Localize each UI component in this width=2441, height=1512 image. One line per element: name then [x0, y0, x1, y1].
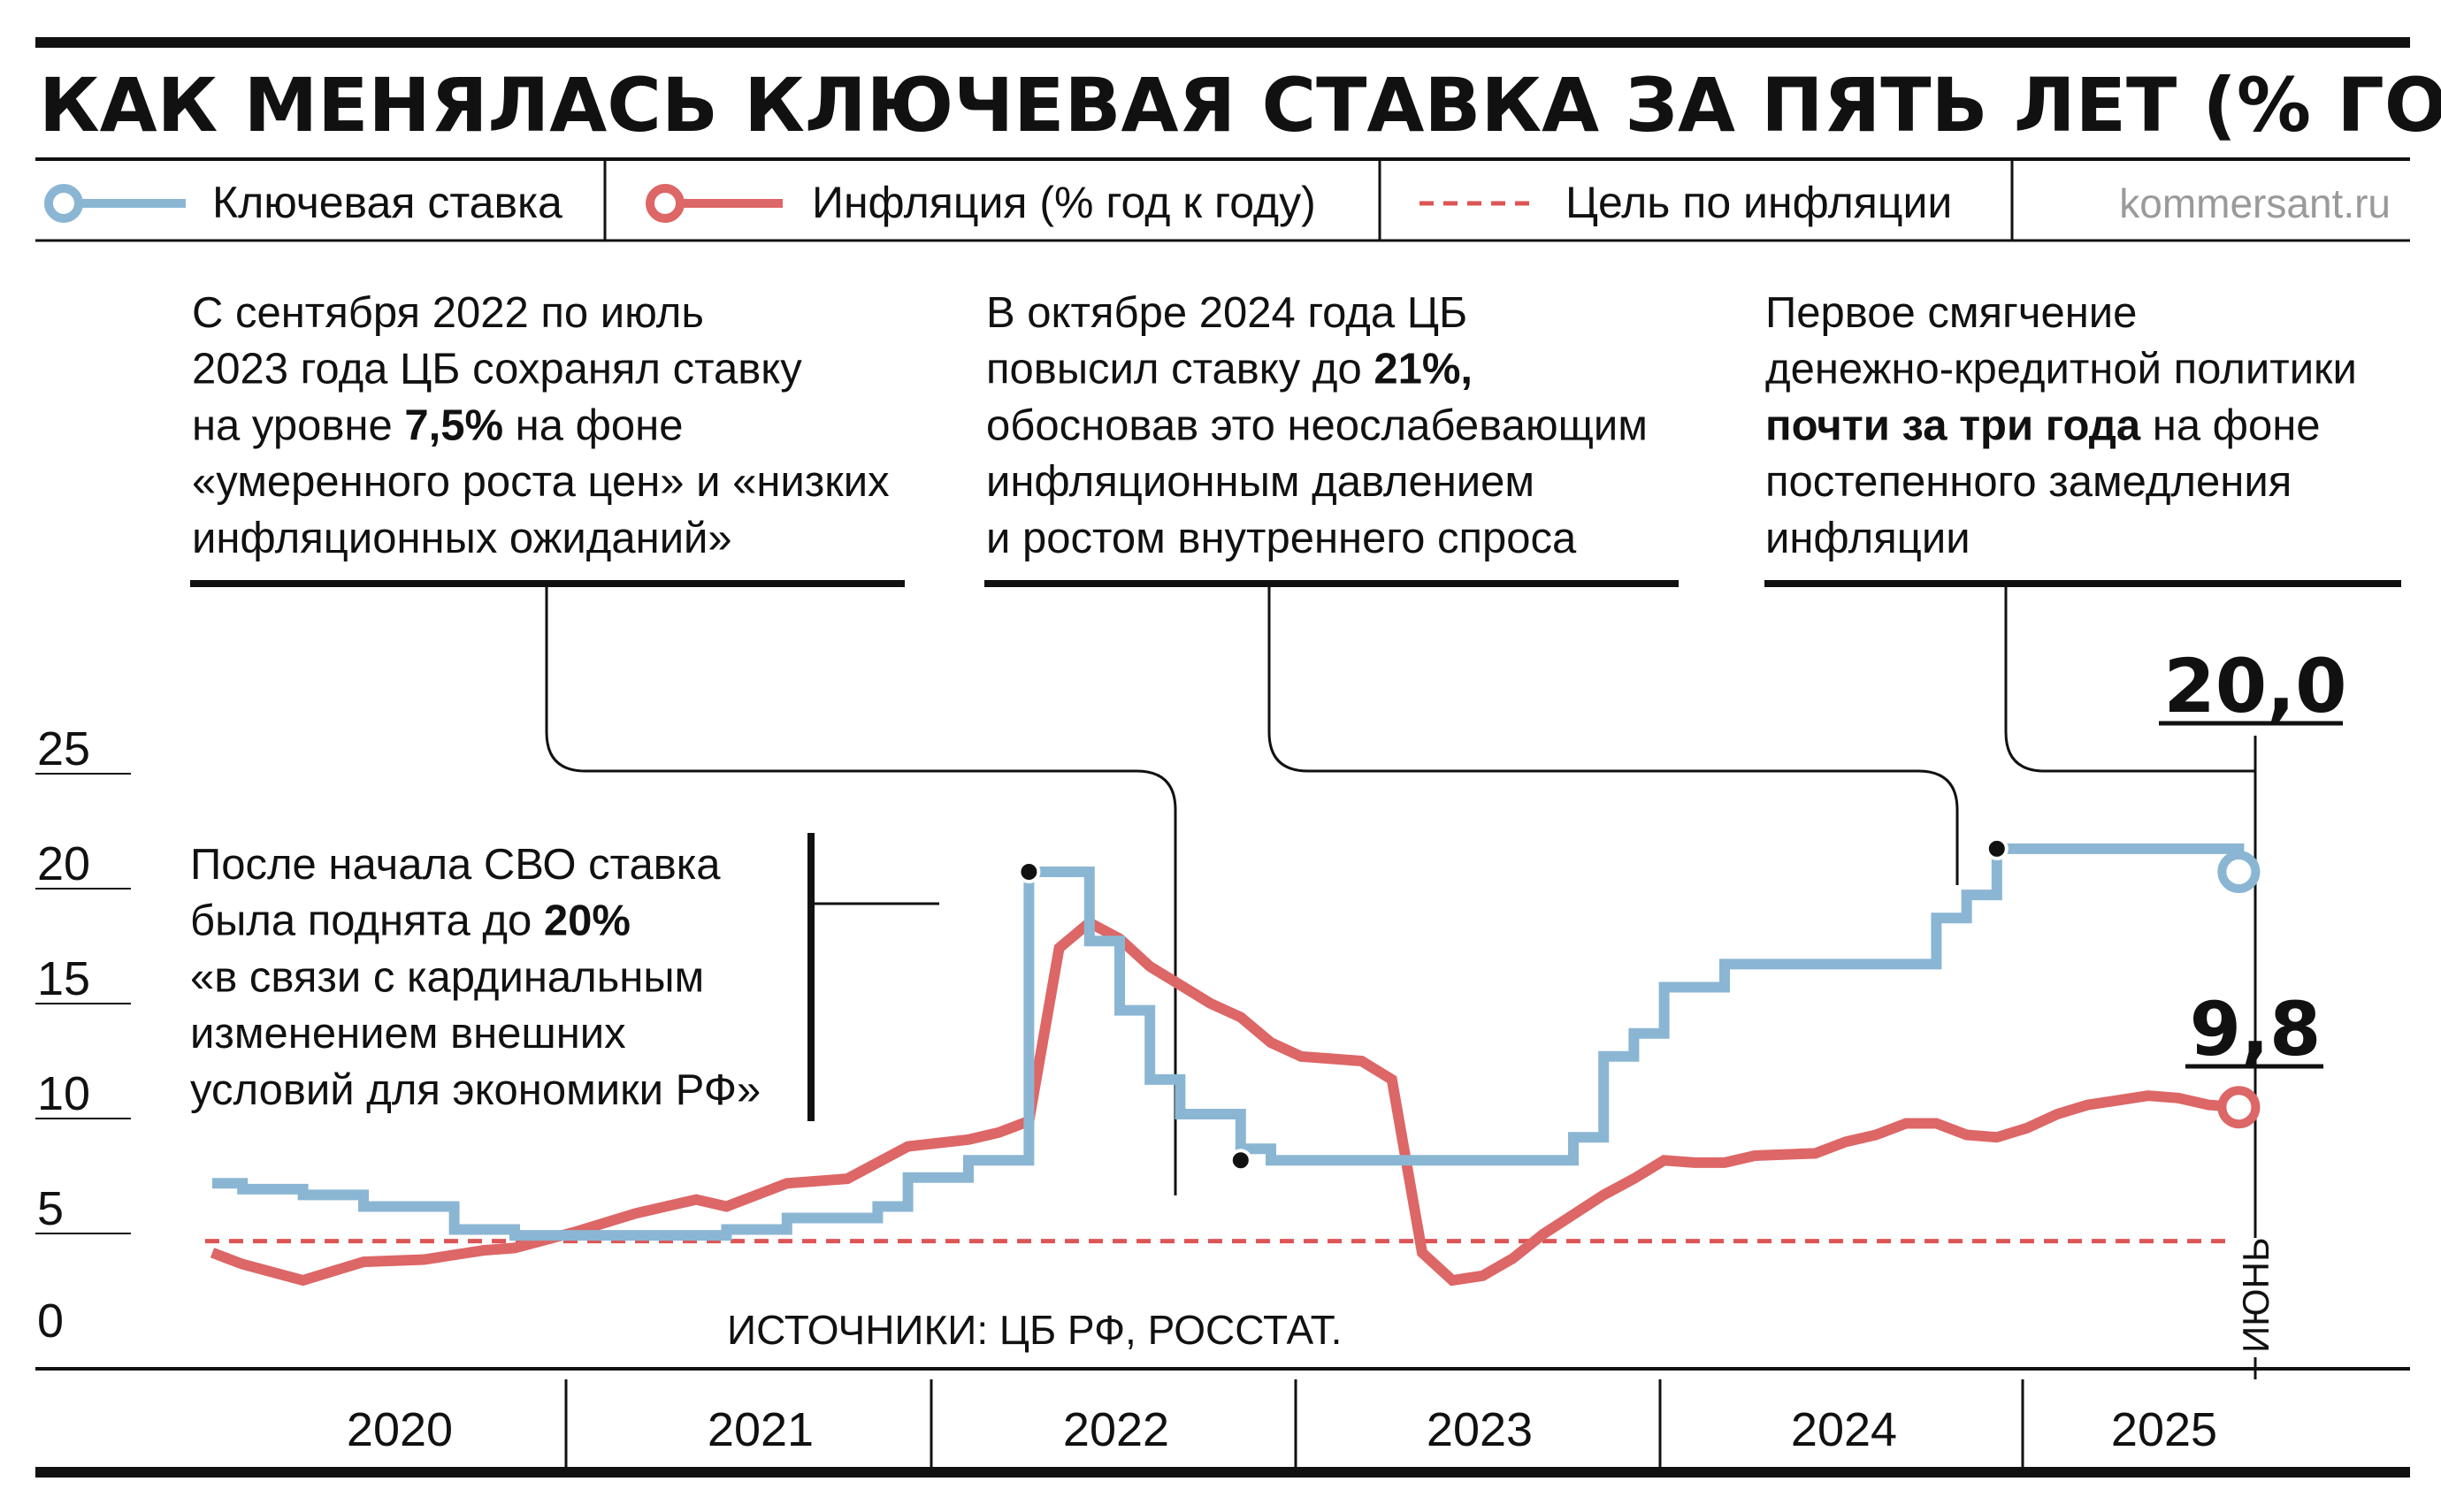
chart-title: КАК МЕНЯЛАСЬ КЛЮЧЕВАЯ СТАВКА ЗА ПЯТЬ ЛЕТ… — [39, 62, 2441, 149]
event-marker — [1017, 860, 1041, 883]
legend-key-rate-label: Ключевая ставка — [212, 178, 562, 227]
legend-inflation-marker — [646, 184, 685, 223]
series-layer — [210, 836, 2261, 1287]
annotation-text-3: Первое смягчение денежно-кредитной полити… — [1765, 289, 2357, 562]
credit-label: kommersant.ru — [2119, 180, 2391, 226]
x-year-label: 2020 — [347, 1403, 453, 1456]
y-tick-label: 10 — [37, 1067, 90, 1120]
leader-line-2 — [1267, 584, 1959, 885]
event-marker — [1985, 836, 2009, 860]
annotation-text-4: После начала СВО ставка была поднята до 2… — [190, 841, 761, 1114]
x-year-label: 2023 — [1427, 1403, 1533, 1456]
key-rate-line — [212, 843, 2245, 1241]
legend-inflation-label: Инфляция (% год к году) — [812, 178, 1316, 227]
final-rate-value: 20,0 — [2163, 643, 2346, 729]
x-year-label: 2022 — [1063, 1403, 1169, 1456]
x-axis-labels: 2020 2021 2022 2023 2024 2025 — [347, 1379, 2217, 1472]
event-marker — [1228, 1149, 1252, 1172]
month-label-background — [2236, 1238, 2275, 1357]
inflation-line — [210, 916, 2239, 1287]
y-tick-label: 5 — [37, 1182, 64, 1235]
legend-key-rate-marker — [44, 184, 83, 223]
key-rate-end-marker — [2217, 851, 2261, 893]
x-year-label: 2024 — [1791, 1403, 1897, 1456]
final-inflation-label: 9,8 — [2185, 986, 2323, 1073]
annotation-text-2: В октябре 2024 года ЦБ повысил ставку до … — [986, 289, 1648, 562]
y-tick-label: 25 — [37, 722, 90, 775]
month-label: ИЮНЬ — [2235, 1237, 2276, 1353]
legend: Ключевая ставка Инфляция (% год к году) … — [44, 178, 2391, 227]
final-inflation-value: 9,8 — [2190, 986, 2322, 1073]
y-tick-label: 15 — [37, 952, 90, 1005]
y-tick-label: 20 — [37, 837, 90, 890]
x-year-label: 2021 — [708, 1403, 814, 1456]
legend-target-label: Цель по инфляции — [1565, 178, 1952, 227]
leader-line-1 — [545, 584, 1177, 1195]
final-rate-label: 20,0 — [2159, 643, 2347, 729]
source-label: ИСТОЧНИКИ: ЦБ РФ, РОССТАТ. — [727, 1307, 1342, 1353]
annotation-text-1: С сентября 2022 по июль 2023 года ЦБ сохр… — [192, 289, 890, 562]
inflation-end-marker — [2217, 1086, 2261, 1129]
y-tick-label: 0 — [37, 1294, 64, 1348]
x-year-label: 2025 — [2111, 1403, 2217, 1456]
y-axis: 0 5 10 15 20 25 — [35, 722, 131, 1348]
leader-line-3 — [2004, 584, 2255, 773]
